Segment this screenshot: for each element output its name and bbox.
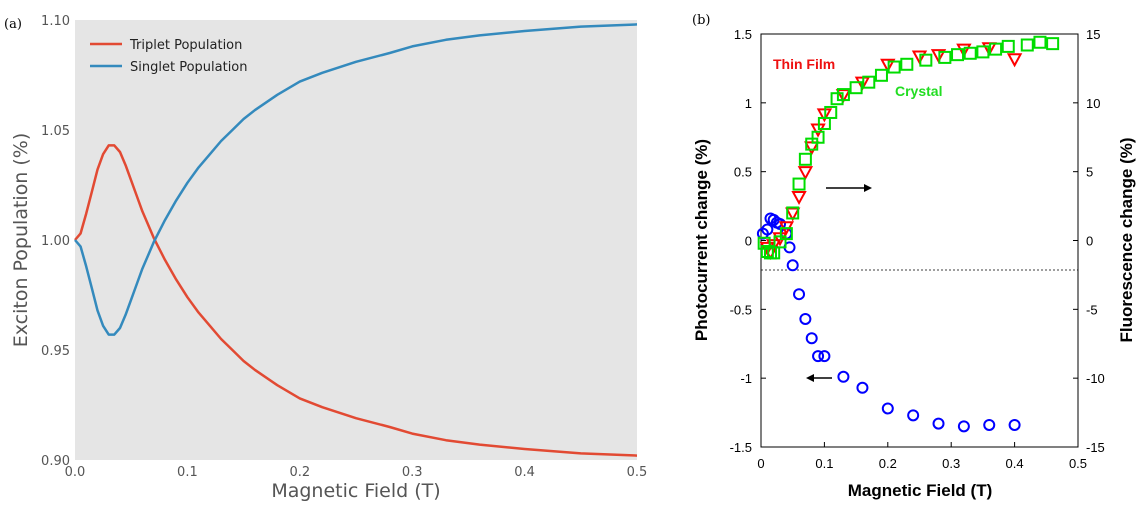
plot-a-y-axis-label: Exciton Population (%) — [10, 133, 32, 348]
left-arrow-icon — [806, 374, 832, 382]
plot-b-x-tick-label: 0.5 — [1069, 456, 1087, 471]
plot-b-x-axis-label: Magnetic Field (T) — [848, 481, 993, 500]
crystal-point — [900, 57, 914, 71]
crystal-point — [938, 50, 952, 64]
plot-b-x-tick-label: 0.1 — [815, 456, 833, 471]
crystal-point — [887, 60, 901, 74]
crystal-point — [963, 46, 977, 60]
crystal-point — [919, 53, 933, 67]
plot-b-y2-tick-label: 0 — [1086, 234, 1093, 249]
photocurrent-point — [932, 417, 945, 430]
plot-b-y2-tick-label: -15 — [1086, 440, 1105, 455]
right-arrow-icon — [826, 184, 872, 192]
annotation-crystal: Crystal — [895, 83, 942, 99]
photocurrent-point — [793, 288, 806, 301]
thin-film-point — [880, 58, 896, 73]
plot-b-y-tick-label: -1.5 — [730, 440, 752, 455]
plot-a-x-axis-label: Magnetic Field (T) — [271, 480, 440, 502]
crystal-point — [989, 42, 1003, 56]
photocurrent-point — [907, 409, 920, 422]
plot-a-y-tick-label: 1.05 — [41, 124, 70, 139]
plot-b-y-tick-label: -1 — [740, 371, 752, 386]
crystal-point — [1020, 38, 1034, 52]
photocurrent-point — [957, 420, 970, 433]
thin-film-point — [797, 166, 814, 181]
plot-b-x-tick-label: 0.2 — [879, 456, 897, 471]
plot-a-x-tick-label: 0.2 — [289, 465, 310, 480]
plot-a-background — [75, 20, 637, 460]
crystal-point — [836, 88, 850, 102]
plot-b-y2-tick-label: 5 — [1086, 165, 1093, 180]
crystal-point — [1046, 37, 1060, 51]
plot-b-y2-tick-label: -10 — [1086, 371, 1105, 386]
crystal-point — [824, 105, 838, 119]
plot-b-y2-tick-label: 15 — [1086, 27, 1100, 42]
plot-a-x-tick-label: 0.5 — [627, 465, 648, 480]
singlet-population-line — [74, 23, 638, 336]
plot-a-x-tick-label: 0.3 — [402, 465, 423, 480]
crystal-point — [1001, 39, 1015, 53]
plot-a-y-tick-label: 1.10 — [41, 14, 70, 29]
panel-a: (a) 0.0 0.1 0.2 0.3 0.4 0.5 0.90 0.95 1.00 1.05 1.… — [4, 14, 647, 502]
plot-a-y-tick-label: 1.00 — [41, 234, 70, 249]
thin-film-point — [791, 190, 807, 206]
thin-film-point — [911, 50, 928, 65]
crystal-point — [849, 81, 863, 95]
panel-b-label: (b) — [692, 13, 710, 28]
photocurrent-point — [881, 402, 894, 415]
legend-singlet-label: Singlet Population — [130, 60, 248, 75]
plot-b-x-tick-label: 0 — [757, 456, 764, 471]
photocurrent-point — [786, 259, 799, 272]
photocurrent-point — [837, 370, 850, 383]
photocurrent-point — [805, 332, 818, 345]
plot-b-y-tick-label: 1.5 — [734, 27, 752, 42]
plot-b-x-tick-label: 0.3 — [942, 456, 960, 471]
plot-a-legend: Triplet Population Singlet Population — [90, 38, 248, 75]
plot-b-y-tick-label: 0.5 — [734, 165, 752, 180]
plot-b-y2-tick-label: 10 — [1086, 96, 1100, 111]
panel-a-label: (a) — [4, 17, 22, 32]
crystal-point — [951, 48, 965, 62]
plot-b-y2-tick-label: -5 — [1086, 302, 1098, 317]
crystal-point — [792, 177, 806, 191]
crystal-point — [874, 68, 888, 82]
plot-a-y-tick-label: 0.95 — [41, 344, 70, 359]
annotation-thin-film: Thin Film — [773, 56, 835, 72]
photocurrent-point — [1008, 418, 1021, 431]
legend-triplet-label: Triplet Population — [129, 38, 242, 53]
crystal-point — [798, 152, 812, 166]
crystal-point — [786, 206, 800, 220]
plot-b-y-tick-label: -0.5 — [730, 302, 752, 317]
panel-b: (b) 0 0.1 0.2 0.3 0.4 0.5 -1.5 -1 -0.5 0 0.5 1 1.5 -1… — [692, 13, 1136, 500]
plot-a-series — [74, 23, 638, 457]
photocurrent-point — [856, 381, 869, 394]
crystal-point — [862, 75, 876, 89]
plot-a-axis-ticks: 0.0 0.1 0.2 0.3 0.4 0.5 0.90 0.95 1.00 1.05 1.10 — [41, 14, 647, 480]
photocurrent-point — [761, 223, 774, 236]
crystal-point — [779, 227, 793, 241]
triplet-population-line — [74, 144, 638, 457]
plot-b-y-tick-label: 1 — [745, 96, 752, 111]
plot-b-x-tick-label: 0.4 — [1006, 456, 1024, 471]
plot-a-x-tick-label: 0.4 — [514, 465, 535, 480]
photocurrent-point — [799, 312, 812, 325]
crystal-point — [1033, 35, 1047, 49]
photocurrent-point — [812, 350, 825, 363]
photocurrent-point — [818, 350, 831, 363]
plot-a-x-tick-label: 0.0 — [65, 465, 86, 480]
plot-a-x-tick-label: 0.1 — [177, 465, 198, 480]
photocurrent-point — [983, 418, 996, 431]
plot-b-series — [756, 35, 1060, 433]
plot-b-y2-axis-label: Fluorescence change (%) — [1117, 137, 1136, 342]
thin-film-point — [930, 49, 947, 64]
thin-film-point — [1006, 53, 1023, 68]
plot-a-y-tick-label: 0.90 — [41, 454, 70, 469]
plot-b-y-axis-label: Photocurrent change (%) — [692, 139, 711, 341]
plot-b-y-tick-label: 0 — [745, 234, 752, 249]
plot-b-axis-ticks: 0 0.1 0.2 0.3 0.4 0.5 -1.5 -1 -0.5 0 0.5 1 1.5 -15 -10… — [730, 27, 1105, 471]
crystal-point — [976, 45, 990, 59]
crystal-point — [811, 130, 825, 144]
